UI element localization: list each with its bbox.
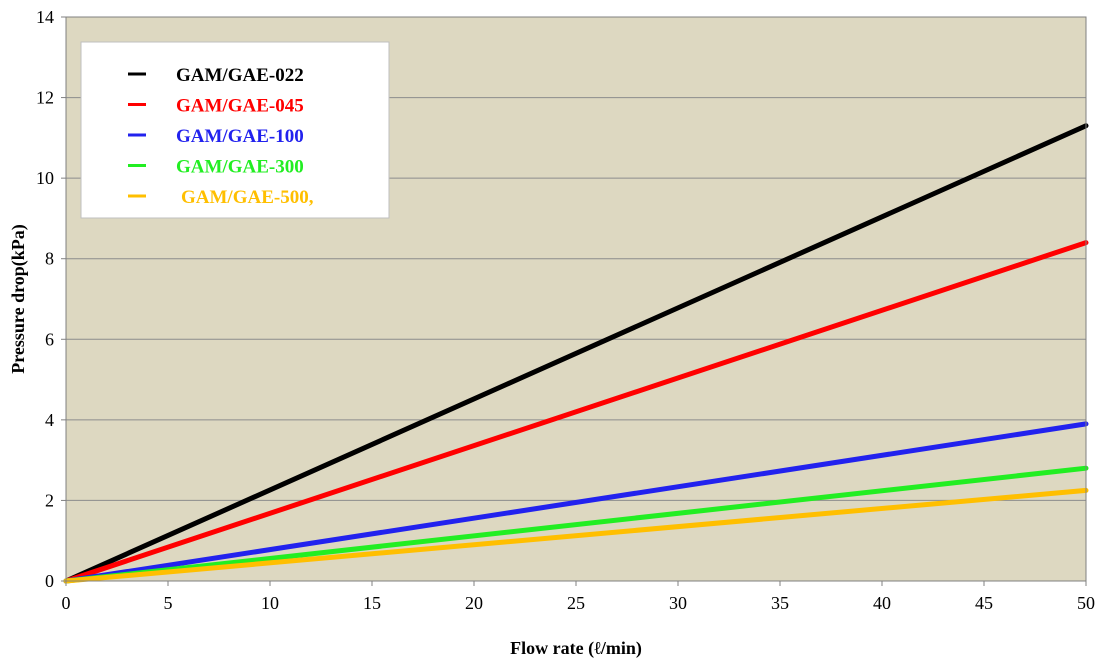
series-line [63, 487, 1089, 584]
x-tick-label: 50 [1077, 593, 1095, 613]
x-tick-label: 40 [873, 593, 891, 613]
legend-label: GAM/GAE-300 [176, 157, 304, 178]
x-axis-title: Flow rate (ℓ/min) [510, 638, 642, 659]
legend-label: GAM/GAE-100 [176, 126, 304, 147]
legend-label: GAM/GAE-045 [176, 96, 304, 117]
series-line [63, 240, 1089, 584]
x-tick-label: 0 [62, 593, 71, 613]
x-tick-label: 10 [261, 593, 279, 613]
y-axis-title: Pressure drop(kPa) [8, 224, 29, 374]
x-tick-label: 25 [567, 593, 585, 613]
series-lines [63, 123, 1089, 584]
series-line [63, 123, 1089, 584]
y-tick-label: 0 [45, 571, 54, 591]
legend-label: GAM/GAE-500, [181, 187, 314, 208]
y-tick-label: 10 [36, 168, 54, 188]
y-tick-label: 14 [36, 7, 54, 27]
grid-lines [66, 97, 1086, 501]
y-tick-label: 8 [45, 249, 54, 269]
x-axis-ticks: 0 5 10 15 20 25 30 35 40 45 50 [62, 581, 1095, 613]
legend: GAM/GAE-022 GAM/GAE-045 GAM/GAE-100 GAM/GAE… [80, 41, 390, 219]
x-tick-label: 45 [975, 593, 993, 613]
x-tick-label: 30 [669, 593, 687, 613]
x-tick-label: 35 [771, 593, 789, 613]
y-tick-label: 4 [45, 410, 54, 430]
y-tick-label: 2 [45, 490, 54, 510]
x-tick-label: 15 [363, 593, 381, 613]
series-line [63, 421, 1089, 584]
x-tick-label: 5 [164, 593, 173, 613]
series-line [63, 465, 1089, 584]
y-axis-ticks: 0 2 4 6 8 10 12 14 [36, 7, 66, 591]
x-tick-label: 20 [465, 593, 483, 613]
legend-label: GAM/GAE-022 [176, 65, 304, 86]
y-tick-label: 12 [36, 88, 54, 108]
y-tick-label: 6 [45, 329, 54, 349]
legend-box [80, 41, 390, 219]
